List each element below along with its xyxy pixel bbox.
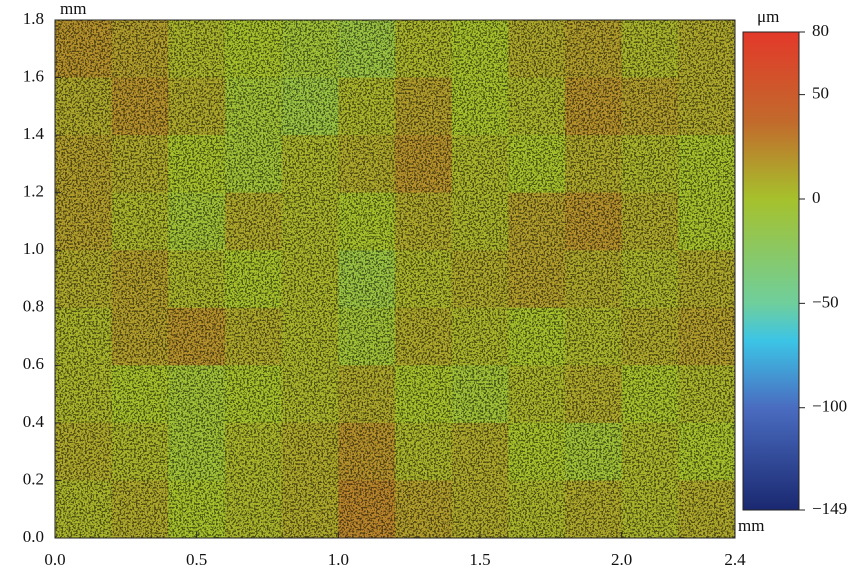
x-tick-label: 0.5 bbox=[186, 550, 207, 569]
y-tick-label: 1.0 bbox=[23, 239, 44, 258]
x-unit: mm bbox=[738, 516, 764, 535]
colorbar-tick-label: −149 bbox=[812, 499, 847, 518]
z-unit: μm bbox=[757, 7, 779, 26]
x-tick-label: 2.0 bbox=[611, 550, 632, 569]
y-tick-label: 0.4 bbox=[23, 412, 45, 431]
colorbar bbox=[742, 31, 800, 511]
colorbar-tick-label: 50 bbox=[812, 84, 829, 103]
y-tick-label: 0.8 bbox=[23, 297, 44, 316]
x-tick-label: 2.4 bbox=[724, 550, 746, 569]
y-tick-label: 1.8 bbox=[23, 9, 44, 28]
colorbar-tick-label: −50 bbox=[812, 292, 839, 311]
y-tick-label: 1.4 bbox=[23, 124, 45, 143]
x-tick-label: 1.0 bbox=[328, 550, 349, 569]
y-tick-label: 0.0 bbox=[23, 527, 44, 546]
y-tick-label: 0.6 bbox=[23, 354, 44, 373]
y-unit: mm bbox=[60, 0, 86, 18]
y-tick-label: 1.2 bbox=[23, 182, 44, 201]
x-tick-label: 0.0 bbox=[44, 550, 65, 569]
y-tick-label: 0.2 bbox=[23, 469, 44, 488]
texture bbox=[55, 20, 735, 538]
colorbar-tick-label: 80 bbox=[812, 21, 829, 40]
colorbar-tick-label: −100 bbox=[812, 397, 847, 416]
y-tick-label: 1.6 bbox=[23, 66, 44, 85]
x-tick-label: 1.5 bbox=[469, 550, 490, 569]
plot-frame bbox=[54, 19, 736, 539]
colorbar-tick-label: 0 bbox=[812, 188, 821, 207]
